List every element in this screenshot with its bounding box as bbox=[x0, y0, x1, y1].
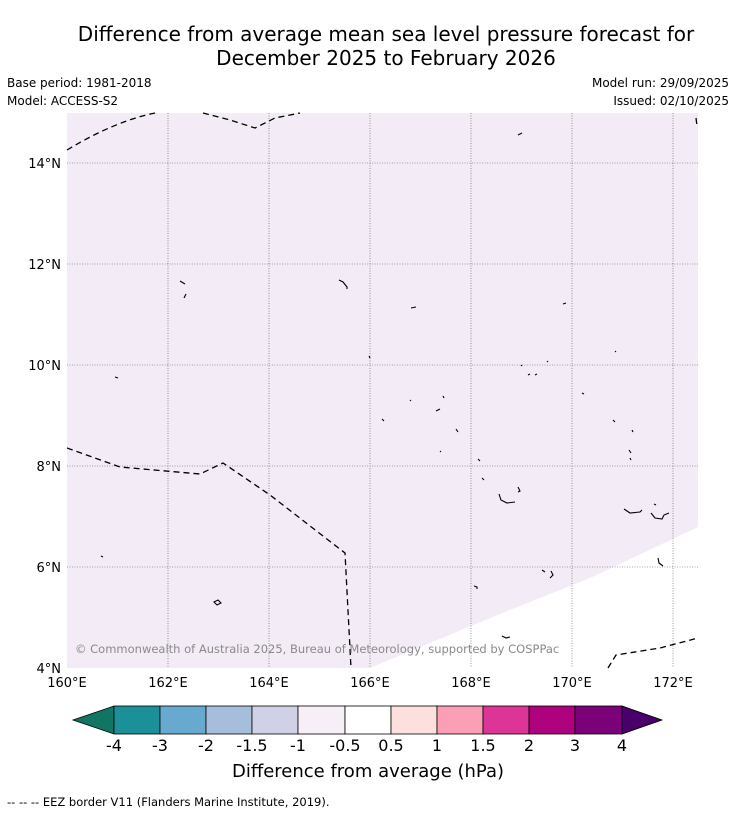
colorbar-segment bbox=[344, 705, 392, 735]
lon-tick-168e: 168°E bbox=[451, 676, 491, 691]
lat-tick-12n: 12°N bbox=[28, 258, 61, 273]
island bbox=[439, 450, 442, 453]
island bbox=[481, 477, 485, 481]
island bbox=[498, 493, 516, 504]
lon-tick-164e: 164°E bbox=[249, 676, 289, 691]
island bbox=[213, 599, 222, 606]
island bbox=[114, 376, 119, 379]
colorbar-segment bbox=[297, 705, 346, 735]
colorbar-tick: -1.5 bbox=[236, 736, 267, 755]
colorbar-segment bbox=[205, 705, 253, 735]
lon-tick-170e: 170°E bbox=[552, 676, 592, 691]
island bbox=[501, 635, 511, 639]
colorbar-tick: -3 bbox=[152, 736, 168, 755]
colorbar-segment bbox=[436, 705, 484, 735]
lon-tick-labels: 160°E 162°E 164°E 166°E 168°E 170°E 172°… bbox=[47, 676, 693, 691]
map-figure: © Commonwealth of Australia 2025, Bureau… bbox=[28, 112, 699, 755]
island bbox=[534, 373, 538, 376]
lat-tick-10n: 10°N bbox=[28, 359, 61, 374]
colorbar-label: Difference from average (hPa) bbox=[231, 761, 505, 782]
anomaly-region bbox=[67, 113, 698, 668]
copyright-text: © Commonwealth of Australia 2025, Bureau… bbox=[75, 642, 559, 656]
colorbar-segment bbox=[574, 705, 623, 735]
island bbox=[517, 132, 523, 136]
title-line-1: Difference from average mean sea level p… bbox=[77, 22, 695, 46]
island bbox=[368, 355, 371, 359]
island bbox=[477, 458, 481, 462]
eez-border-north bbox=[66, 112, 156, 151]
colorbar-extend-low bbox=[71, 705, 115, 735]
island bbox=[100, 555, 104, 558]
colorbar-tick: 0.5 bbox=[378, 736, 403, 755]
island bbox=[179, 280, 186, 285]
island bbox=[455, 428, 459, 433]
island bbox=[631, 429, 634, 433]
islands bbox=[100, 132, 670, 639]
colorbar-tick-labels: -4 -3 -2 -1.5 -1 -0.5 0.5 1 1.5 2 3 4 bbox=[106, 736, 627, 755]
colorbar-tick: 2 bbox=[524, 736, 534, 755]
lat-tick-4n: 4°N bbox=[37, 662, 62, 677]
island bbox=[409, 399, 412, 402]
colorbar-tick: 4 bbox=[617, 736, 627, 755]
colorbar-tick: 1 bbox=[432, 736, 442, 755]
island bbox=[410, 306, 417, 309]
eez-legend: -- -- -- EEZ border V11 (Flanders Marine… bbox=[7, 795, 330, 809]
island bbox=[653, 503, 657, 506]
colorbar-segment bbox=[482, 705, 530, 735]
lat-tick-14n: 14°N bbox=[28, 157, 61, 172]
colorbar-tick: -2 bbox=[198, 736, 214, 755]
lon-tick-160e: 160°E bbox=[47, 676, 87, 691]
island bbox=[520, 364, 523, 367]
island bbox=[628, 449, 632, 461]
island bbox=[546, 360, 549, 363]
eez-border-west bbox=[66, 447, 352, 669]
island bbox=[562, 302, 567, 305]
island bbox=[442, 395, 445, 399]
model-name: Model: ACCESS-S2 bbox=[7, 94, 119, 108]
island bbox=[623, 508, 643, 514]
island bbox=[614, 350, 617, 353]
chart-title: Difference from average mean sea level p… bbox=[0, 22, 736, 70]
lat-tick-labels: 4°N 6°N 8°N 10°N 12°N 14°N bbox=[28, 157, 61, 677]
colorbar-segment bbox=[390, 705, 438, 735]
eez-borders bbox=[66, 112, 699, 669]
island bbox=[541, 569, 554, 579]
eez-border-edge bbox=[695, 117, 698, 127]
lon-tick-172e: 172°E bbox=[653, 676, 693, 691]
island bbox=[650, 512, 670, 520]
colorbar-tick: -4 bbox=[106, 736, 122, 755]
meta-left: Base period: 1981-2018 Model: ACCESS-S2 bbox=[7, 74, 152, 110]
colorbar-tick: -1 bbox=[290, 736, 306, 755]
base-period: Base period: 1981-2018 bbox=[7, 76, 152, 90]
island bbox=[527, 373, 531, 376]
colorbar bbox=[71, 705, 664, 735]
island bbox=[338, 279, 348, 289]
colorbar-tick: 3 bbox=[570, 736, 580, 755]
colorbar-segment bbox=[251, 705, 299, 735]
title-line-2: December 2025 to February 2026 bbox=[216, 46, 556, 70]
colorbar-segment bbox=[528, 705, 576, 735]
colorbar-tick: -0.5 bbox=[329, 736, 360, 755]
colorbar-tick: 1.5 bbox=[470, 736, 495, 755]
island bbox=[473, 585, 478, 589]
eez-border-north-2 bbox=[202, 112, 301, 129]
island bbox=[581, 392, 585, 395]
colorbar-segment bbox=[113, 705, 161, 735]
model-run: Model run: 29/09/2025 bbox=[591, 76, 729, 90]
island bbox=[517, 486, 521, 493]
island bbox=[612, 419, 616, 423]
gridlines bbox=[67, 113, 698, 668]
issued-date: Issued: 02/10/2025 bbox=[613, 94, 729, 108]
colorbar-extend-high bbox=[621, 705, 664, 735]
island bbox=[657, 557, 664, 567]
island bbox=[381, 418, 385, 422]
colorbar-segment bbox=[159, 705, 207, 735]
lat-tick-6n: 6°N bbox=[37, 561, 62, 576]
island bbox=[183, 293, 187, 299]
island bbox=[435, 408, 441, 412]
lat-tick-8n: 8°N bbox=[37, 460, 62, 475]
lon-tick-162e: 162°E bbox=[148, 676, 188, 691]
lon-tick-166e: 166°E bbox=[350, 676, 390, 691]
meta-right: Model run: 29/09/2025 Issued: 02/10/2025 bbox=[592, 74, 729, 110]
